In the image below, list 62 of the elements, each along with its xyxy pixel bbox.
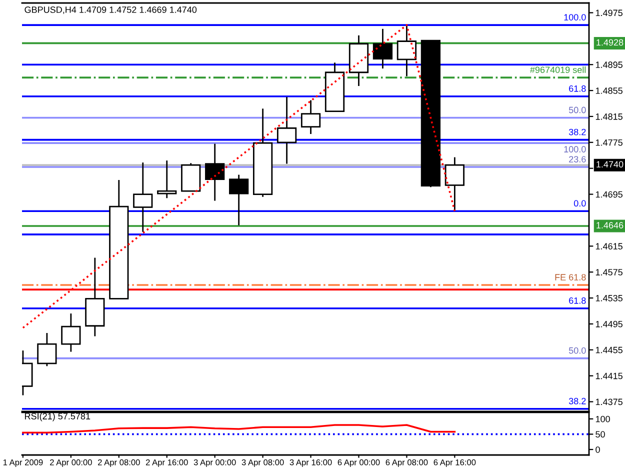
annotation: 100.0: [564, 146, 586, 152]
candlestick: [61, 312, 81, 352]
x-tick-label: 6 Apr 00:00: [338, 459, 380, 467]
y-tick-label: 1.4695: [596, 191, 622, 198]
y-tick-label: 1.4495: [596, 320, 622, 328]
candlestick: [181, 162, 201, 192]
y-tick-label: 1.4575: [596, 269, 622, 276]
y-tick-label: 1.4535: [596, 294, 622, 302]
line-series: [22, 424, 456, 434]
y-tick-label: 50: [596, 431, 605, 438]
x-tick-label: 6 Apr 16:00: [434, 459, 476, 467]
annotation: 50.0: [568, 106, 586, 114]
candlestick: [324, 62, 345, 112]
chart-title: GBPUSD,H4 1.4709 1.4752 1.4669 1.4740: [24, 6, 197, 14]
x-tick-label: 2 Apr 00:00: [50, 459, 92, 467]
x-tick-label: 3 Apr 08:00: [242, 459, 284, 467]
candlestick: [133, 162, 153, 233]
annotation: 38.2: [568, 398, 586, 404]
ref-line-label: 1.4646: [596, 222, 624, 228]
candlestick: [276, 96, 297, 164]
y-tick-label: 1.4775: [596, 139, 622, 146]
y-tick-label: 1.4615: [596, 243, 622, 250]
annotation: FE 61.8: [555, 274, 586, 280]
y-tick-label: 1.4895: [596, 62, 622, 68]
y-tick-label: 1.4455: [596, 346, 622, 354]
annotation: 38.2: [568, 128, 586, 136]
x-tick-label: 3 Apr 00:00: [194, 459, 236, 467]
candlestick: [396, 24, 417, 77]
ref-line-label: 1.4928: [596, 39, 624, 46]
candlestick: [300, 100, 321, 135]
y-tick-label: 1.4375: [596, 398, 622, 406]
annotation: 61.8: [569, 297, 586, 304]
chart-title: RSI(21) 57.5781: [25, 412, 90, 422]
y-tick-label: 1.4815: [596, 113, 622, 120]
y-tick-label: 1.4975: [596, 10, 622, 16]
y-tick-label: 1.4855: [596, 87, 622, 94]
candlestick: [420, 39, 441, 188]
annotation: 23.6: [569, 156, 586, 162]
annotation: 100.0: [564, 14, 586, 20]
candlestick: [348, 34, 369, 87]
y-tick-label: 0: [596, 446, 600, 453]
y-tick-label: 100: [596, 416, 610, 422]
annotation: 61.8: [569, 85, 586, 92]
candlestick: [372, 28, 393, 70]
x-tick-label: 2 Apr 08:00: [98, 459, 140, 467]
ref-line-label: 1.4740: [596, 161, 624, 168]
candlestick: [109, 179, 129, 300]
candlestick: [253, 108, 273, 198]
candlestick: [157, 160, 177, 199]
candlestick: [205, 142, 225, 202]
annotation: 0.0: [574, 200, 586, 207]
x-tick-label: 6 Apr 08:00: [386, 459, 428, 467]
x-tick-label: 1 Apr 2009: [3, 459, 43, 467]
candlestick: [37, 332, 57, 367]
candlestick: [444, 156, 464, 212]
annotation: 50.0: [568, 347, 586, 354]
x-tick-label: 2 Apr 16:00: [146, 459, 188, 467]
candlestick: [229, 174, 249, 226]
candlestick: [85, 257, 105, 337]
annotation: #9674019 sell: [530, 66, 586, 73]
x-tick-label: 3 Apr 16:00: [290, 459, 332, 467]
y-tick-label: 1.4415: [596, 372, 622, 380]
